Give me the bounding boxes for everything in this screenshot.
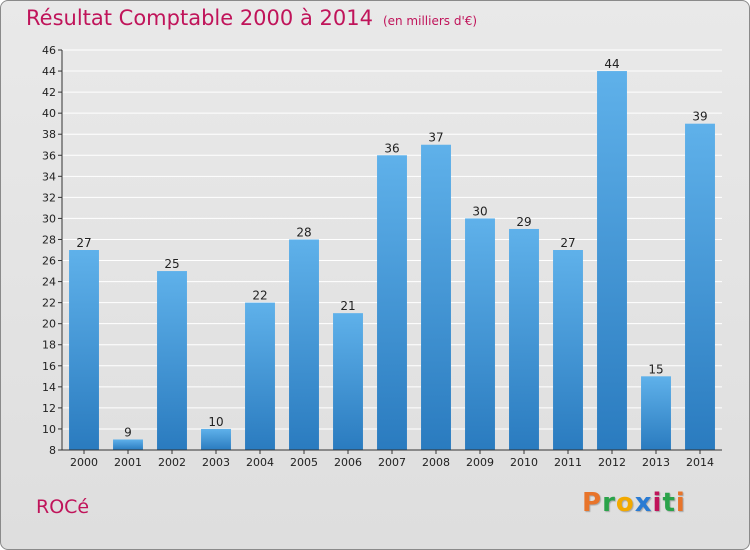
bar-2011 [553, 250, 583, 450]
x-tick-label: 2014 [686, 456, 714, 469]
bar-2010 [509, 228, 539, 450]
logo-letter: r [602, 488, 616, 518]
y-tick-label: 30 [42, 212, 56, 225]
bar-2000 [69, 250, 99, 450]
y-tick-label: 36 [42, 149, 56, 162]
y-tick-label: 28 [42, 233, 56, 246]
bar-2004 [245, 302, 275, 450]
labels: 8 10 12 14 16 18 20 22 24 26 28 30 32 34 36 38 40 42 44 46 2… [42, 44, 714, 469]
bar-value-label: 21 [340, 299, 355, 313]
proxiti-logo: Proxiti [582, 488, 686, 518]
y-tick-label: 20 [42, 318, 56, 331]
bar-value-label: 28 [296, 225, 311, 239]
x-tick-label: 2012 [598, 456, 626, 469]
bar-value-label: 9 [124, 425, 132, 439]
axes [58, 49, 722, 454]
bar-value-label: 25 [164, 257, 179, 271]
chart-unit: (en milliers d'€) [382, 14, 478, 28]
x-tick-label: 2007 [378, 456, 406, 469]
y-tick-label: 8 [49, 444, 56, 457]
commune-name: ROCé [36, 496, 90, 518]
chart-title: Résultat Comptable 2000 à 2014 (en millie… [26, 6, 477, 30]
logo-letter: o [615, 488, 635, 518]
bar-value-label: 22 [252, 289, 267, 303]
bar-value-label: 37 [428, 131, 443, 145]
bar-2006 [333, 313, 363, 450]
bar-2002 [157, 271, 187, 450]
x-tick-label: 2003 [202, 456, 230, 469]
y-tick-label: 44 [42, 65, 56, 78]
logo-letter: i [652, 488, 663, 518]
bar-2012 [597, 71, 627, 450]
y-tick-label: 22 [42, 297, 56, 310]
bar-value-label: 27 [560, 236, 575, 250]
bar-value-label: 39 [692, 110, 707, 124]
logo-letter: t [662, 488, 676, 518]
bar-value-label: 27 [76, 236, 91, 250]
bar-value-label: 15 [648, 362, 663, 376]
bars [69, 71, 715, 451]
chart-title-text: Résultat Comptable 2000 à 2014 [26, 6, 373, 30]
x-tick-label: 2009 [466, 456, 494, 469]
x-tick-label: 2000 [70, 456, 98, 469]
x-tick-label: 2005 [290, 456, 318, 469]
x-tick-label: 2004 [246, 456, 274, 469]
y-tick-label: 16 [42, 360, 56, 373]
y-tick-label: 10 [42, 423, 56, 436]
x-tick-label: 2001 [114, 456, 142, 469]
bar-value-label: 29 [516, 215, 531, 229]
logo-letter: i [675, 488, 686, 518]
y-tick-label: 12 [42, 402, 56, 415]
x-tick-label: 2011 [554, 456, 582, 469]
y-tick-label: 46 [42, 44, 56, 57]
y-tick-label: 38 [42, 128, 56, 141]
bar-2014 [685, 123, 715, 451]
x-tick-label: 2008 [422, 456, 450, 469]
bar-value-label: 10 [208, 415, 223, 429]
bar-2007 [377, 155, 407, 450]
bar-2003 [201, 428, 231, 450]
x-tick-label: 2006 [334, 456, 362, 469]
y-tick-label: 42 [42, 86, 56, 99]
logo-letter: P [582, 488, 603, 518]
bar-value-label: 36 [384, 141, 399, 155]
y-tick-label: 40 [42, 107, 56, 120]
x-tick-label: 2010 [510, 456, 538, 469]
bar-2005 [289, 239, 319, 450]
bar-value-label: 30 [472, 204, 487, 218]
y-tick-label: 14 [42, 381, 56, 394]
x-tick-label: 2002 [158, 456, 186, 469]
x-tick-label: 2013 [642, 456, 670, 469]
bar-2009 [465, 218, 495, 450]
y-tick-label: 18 [42, 339, 56, 352]
y-tick-label: 34 [42, 170, 56, 183]
y-tick-label: 24 [42, 276, 56, 289]
y-tick-label: 32 [42, 191, 56, 204]
y-tick-label: 26 [42, 255, 56, 268]
bar-2013 [641, 376, 671, 450]
bar-value-label: 44 [604, 57, 619, 71]
bar-2001 [113, 439, 143, 450]
logo-letter: x [634, 488, 653, 518]
bar-2008 [421, 144, 451, 450]
